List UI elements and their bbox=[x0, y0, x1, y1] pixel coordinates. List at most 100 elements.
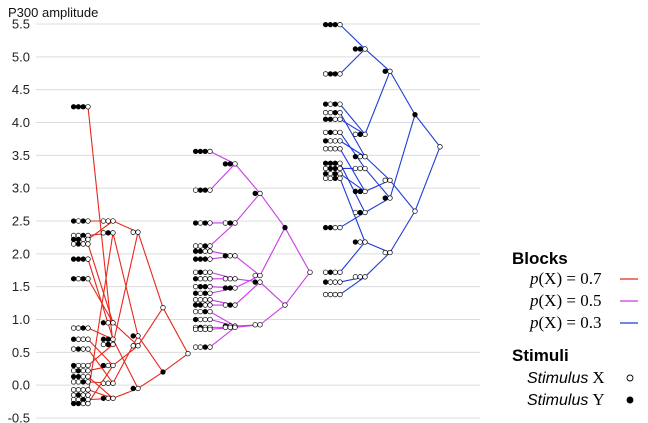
data-point bbox=[70, 276, 91, 282]
legend-p-symbol: p bbox=[529, 269, 539, 288]
stimulus-x-marker bbox=[362, 165, 368, 172]
legend-block-label: p(X) = 0.3 bbox=[529, 313, 601, 332]
stimulus-y-marker bbox=[222, 285, 229, 291]
stimulus-x-marker bbox=[110, 320, 116, 326]
stimulus-y-marker bbox=[80, 256, 86, 262]
y-tick-label: 2.0 bbox=[12, 246, 30, 261]
data-point bbox=[322, 22, 343, 28]
stimulus-x-marker bbox=[387, 177, 393, 183]
stimulus-x-marker bbox=[197, 316, 204, 323]
stimulus-x-marker bbox=[70, 387, 77, 393]
stimulus-x-marker bbox=[80, 336, 86, 342]
legend-p-text: (X) = bbox=[539, 291, 581, 310]
stimulus-y-marker bbox=[202, 290, 208, 296]
stimulus-y-marker bbox=[252, 279, 258, 285]
series-edge bbox=[259, 227, 286, 276]
data-point bbox=[70, 373, 91, 380]
data-point bbox=[100, 395, 116, 401]
stimulus-x-marker bbox=[70, 325, 77, 331]
stimulus-x-marker bbox=[257, 279, 263, 285]
stimulus-y-marker bbox=[322, 138, 329, 144]
stimulus-x-marker bbox=[80, 400, 86, 407]
stimulus-x-marker bbox=[85, 104, 91, 110]
stimulus-x-marker bbox=[75, 387, 82, 393]
y-tick-label: -0.5 bbox=[8, 411, 30, 423]
data-point bbox=[100, 320, 116, 326]
stimulus-y-marker bbox=[322, 171, 329, 177]
stimulus-x-marker bbox=[207, 276, 213, 282]
stimulus-y-marker bbox=[202, 308, 208, 315]
stimulus-y-marker bbox=[332, 101, 338, 107]
stimulus-x-marker bbox=[252, 272, 258, 279]
stimulus-x-marker bbox=[222, 302, 229, 308]
stimulus-x-marker bbox=[202, 297, 208, 303]
stimulus-y-marker bbox=[100, 395, 107, 401]
stimulus-x-marker bbox=[110, 341, 116, 348]
stimulus-x-marker bbox=[362, 274, 368, 280]
data-point bbox=[192, 269, 213, 275]
data-point bbox=[252, 272, 263, 279]
series-edge bbox=[87, 220, 114, 240]
stimulus-x-marker bbox=[362, 153, 368, 160]
stimulus-x-marker bbox=[105, 380, 111, 386]
stimulus-y-marker bbox=[327, 160, 334, 166]
series-p-0.7 bbox=[70, 104, 191, 407]
stimulus-x-marker bbox=[327, 101, 334, 107]
stimulus-x-marker bbox=[130, 229, 136, 235]
stimulus-x-marker bbox=[337, 109, 343, 116]
stimulus-y-marker bbox=[357, 131, 363, 137]
stimulus-x-marker bbox=[202, 302, 208, 308]
stimulus-y-marker bbox=[192, 248, 199, 254]
stimulus-y-marker bbox=[357, 46, 363, 52]
stimulus-x-marker bbox=[227, 276, 233, 282]
data-point bbox=[252, 190, 263, 197]
stimulus-x-marker bbox=[85, 362, 91, 369]
stimulus-x-marker bbox=[232, 220, 238, 226]
stimulus-x-marker bbox=[322, 109, 329, 116]
stimulus-x-marker bbox=[110, 230, 116, 236]
stimulus-x-marker bbox=[207, 148, 213, 155]
stimulus-x-marker bbox=[282, 302, 288, 308]
stimulus-x-marker bbox=[197, 220, 204, 226]
data-point bbox=[70, 379, 91, 385]
stimulus-y-marker bbox=[352, 188, 359, 195]
data-point bbox=[382, 177, 393, 183]
data-point bbox=[352, 153, 368, 160]
data-point bbox=[222, 220, 238, 226]
stimulus-x-marker bbox=[387, 249, 393, 256]
y-axis-label: P300 amplitude bbox=[8, 5, 98, 20]
stimulus-y-marker bbox=[327, 116, 334, 122]
stimulus-y-marker bbox=[70, 373, 77, 380]
stimulus-x-marker bbox=[352, 209, 359, 216]
stimulus-x-marker bbox=[207, 290, 213, 296]
data-point bbox=[70, 400, 91, 407]
data-point bbox=[307, 269, 313, 275]
legend-stimulus-label: Stimulus X bbox=[527, 368, 605, 387]
stimulus-y-marker bbox=[352, 46, 359, 52]
stimulus-x-marker bbox=[207, 326, 213, 333]
stimulus-y-marker bbox=[322, 101, 329, 107]
stimulus-x-marker bbox=[222, 324, 229, 331]
stimulus-x-marker bbox=[382, 249, 388, 256]
stimulus-x-marker bbox=[135, 229, 141, 235]
series-edge bbox=[339, 112, 366, 157]
data-point bbox=[70, 104, 91, 110]
stimulus-y-marker bbox=[222, 253, 229, 259]
stimulus-y-marker bbox=[332, 22, 338, 28]
series-edge bbox=[209, 163, 236, 191]
series-edge bbox=[137, 307, 164, 347]
series-edge bbox=[389, 71, 416, 115]
stimulus-x-marker bbox=[337, 291, 343, 298]
stimulus-x-marker bbox=[80, 392, 86, 398]
data-point bbox=[252, 279, 263, 285]
series-edge bbox=[112, 232, 139, 345]
stimulus-y-marker bbox=[357, 209, 363, 216]
stimulus-x-marker bbox=[322, 291, 329, 298]
data-point bbox=[192, 290, 213, 296]
stimulus-x-marker bbox=[232, 324, 238, 331]
stimulus-x-marker bbox=[337, 116, 343, 122]
series-edge bbox=[87, 278, 114, 324]
stimulus-x-marker bbox=[327, 175, 334, 181]
stimulus-y-marker bbox=[327, 129, 334, 136]
stimulus-x-marker bbox=[207, 220, 213, 226]
